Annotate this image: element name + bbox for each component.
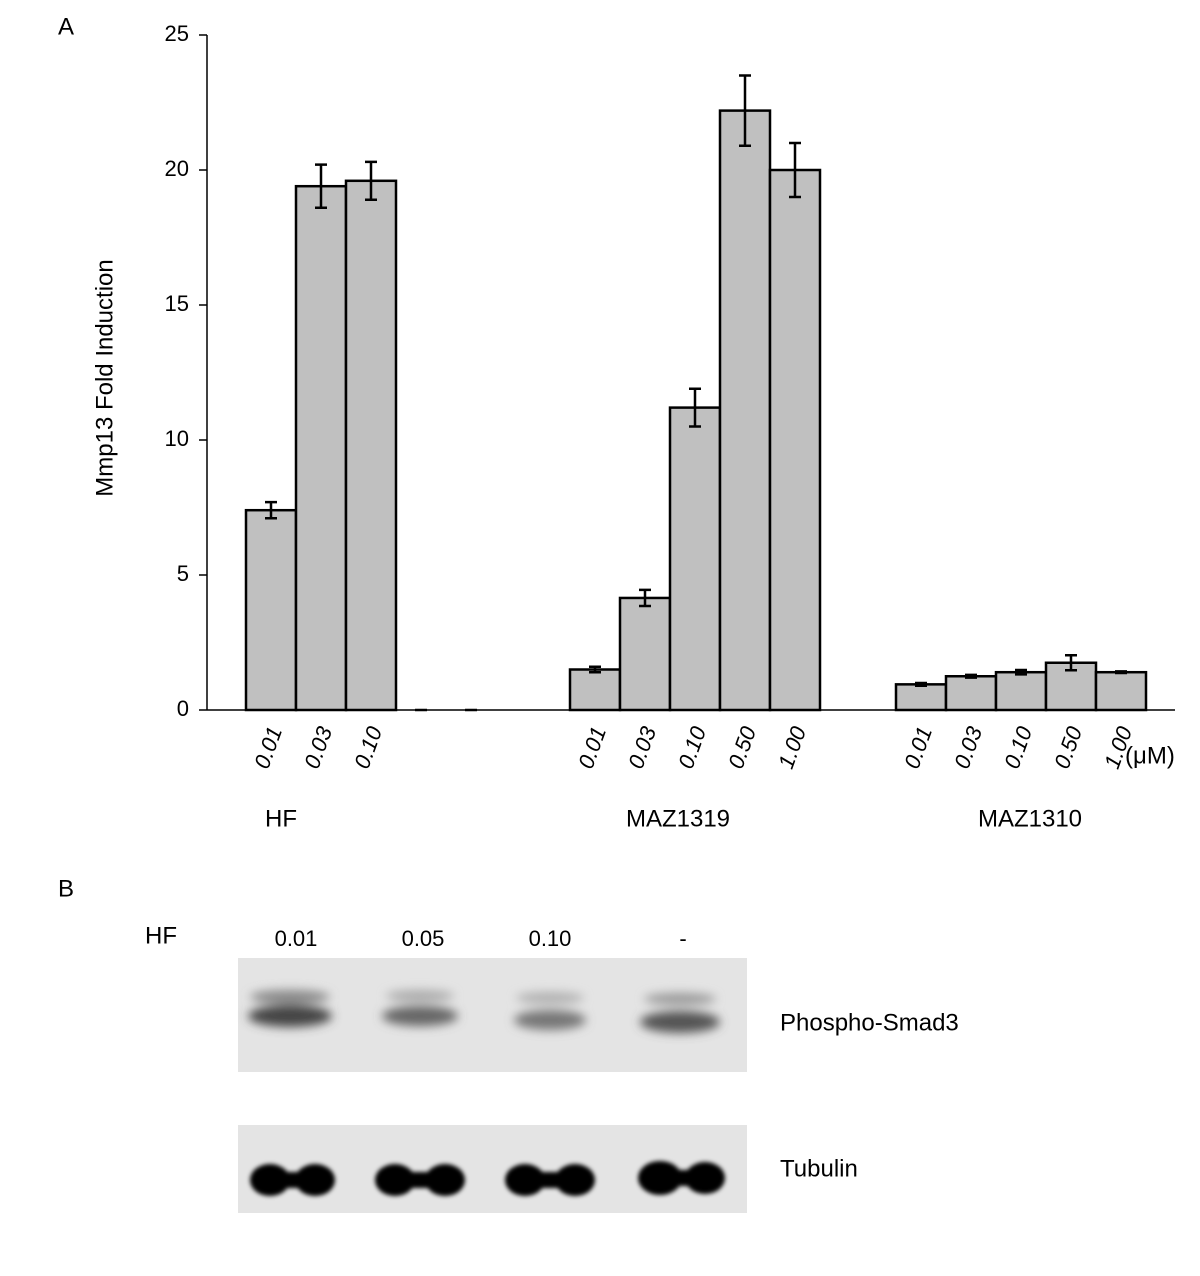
group-label: HF xyxy=(265,805,297,832)
error-bar xyxy=(1065,653,1077,672)
group-label: MAZ1310 xyxy=(978,805,1082,832)
bar xyxy=(294,184,348,712)
blot-phospho xyxy=(238,958,747,1072)
x-tick-label: 0.01 xyxy=(573,723,611,772)
x-tick-label: 0.03 xyxy=(623,722,661,772)
y-tick-label: 15 xyxy=(165,291,189,316)
blot-tubulin xyxy=(238,1125,747,1213)
x-tick-label: 1.00 xyxy=(773,722,811,772)
y-tick-label: 25 xyxy=(165,21,189,46)
y-axis-label: Mmp13 Fold Induction xyxy=(91,259,118,496)
group-label: MAZ1319 xyxy=(626,805,730,832)
error-bar xyxy=(789,141,801,199)
x-tick-label: 0.10 xyxy=(349,722,387,772)
x-tick-label: 0.01 xyxy=(249,723,287,772)
x-tick-label: 0.01 xyxy=(899,723,937,772)
lane-label: 0.10 xyxy=(529,926,572,951)
bands xyxy=(248,990,720,1033)
bands xyxy=(250,1161,725,1196)
bar xyxy=(568,668,622,712)
bar xyxy=(244,508,298,712)
x-tick-label: 0.50 xyxy=(1049,722,1087,772)
bar xyxy=(894,683,948,712)
x-tick-label: 0.03 xyxy=(949,722,987,772)
bar xyxy=(994,670,1048,712)
lane-label: 0.05 xyxy=(402,926,445,951)
lane-label: 0.01 xyxy=(275,926,318,951)
bar xyxy=(618,596,672,712)
bar xyxy=(668,406,722,712)
error-bar xyxy=(689,387,701,428)
panel-label: A xyxy=(58,13,74,40)
treatment-label: HF xyxy=(145,922,177,949)
error-bar xyxy=(1115,670,1127,675)
error-bar xyxy=(589,665,601,674)
y-tick-label: 20 xyxy=(165,156,189,181)
error-bar xyxy=(315,163,327,210)
y-tick-label: 5 xyxy=(177,561,189,586)
error-bar xyxy=(265,500,277,520)
y-tick-label: 10 xyxy=(165,426,189,451)
x-tick-label: 0.03 xyxy=(299,722,337,772)
x-tick-label: 0.50 xyxy=(723,722,761,772)
row-label: Phospho-Smad3 xyxy=(780,1009,959,1036)
row-label: Tubulin xyxy=(780,1155,858,1182)
bar xyxy=(344,179,398,712)
unit-label: (μM) xyxy=(1125,742,1175,769)
bar xyxy=(768,168,822,712)
panel-label: B xyxy=(58,875,74,902)
bar xyxy=(1094,670,1148,712)
error-bar xyxy=(965,673,977,679)
error-bar xyxy=(1015,668,1027,676)
error-bar xyxy=(915,681,927,687)
error-bar xyxy=(639,588,651,608)
error-bar xyxy=(739,74,751,147)
x-tick-label: 0.10 xyxy=(673,722,711,772)
bar xyxy=(718,109,772,712)
bar xyxy=(944,675,998,712)
y-tick-label: 0 xyxy=(177,696,189,721)
error-bar xyxy=(365,160,377,201)
lane-label: - xyxy=(679,926,686,951)
x-tick-label: 0.10 xyxy=(999,722,1037,772)
